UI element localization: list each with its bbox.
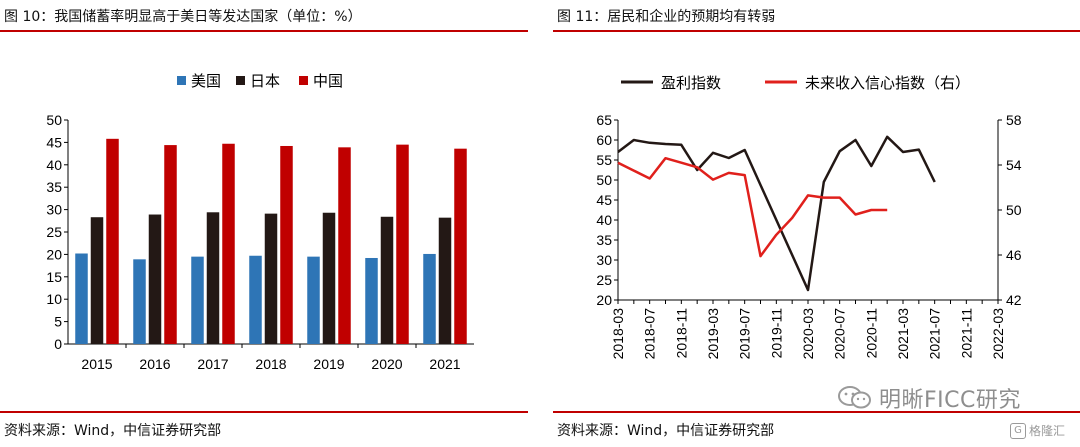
y-tick-label-4: 20	[46, 246, 62, 262]
series-line-0	[617, 135, 936, 292]
bar-日本-2019	[322, 212, 336, 344]
y-left-tick-label-9: 65	[596, 112, 612, 128]
y-right-tick-label-2: 50	[1006, 202, 1022, 218]
bar-日本-2021	[438, 217, 452, 344]
y-tick-label-10: 50	[46, 112, 62, 128]
watermark-text: 明晰FICC研究	[879, 388, 1021, 413]
x-tick-label-2020: 2020	[371, 356, 402, 372]
right-source-rule	[553, 411, 1080, 413]
y-left-tick-label-5: 45	[596, 192, 612, 208]
x-tick-label-2020-11: 2020-11	[863, 308, 879, 359]
wechat-logo-icon	[837, 385, 873, 411]
y-tick-label-9: 45	[46, 134, 62, 150]
legend-label-2: 中国	[313, 73, 343, 90]
x-tick-label-2021-03: 2021-03	[895, 308, 911, 360]
x-tick-label-2018: 2018	[255, 356, 286, 372]
x-tick-label-2019-07: 2019-07	[737, 308, 753, 360]
legend-swatch-2	[299, 76, 308, 85]
gelonghui-logo-icon: G	[1010, 422, 1026, 439]
x-tick-label-2020-03: 2020-03	[800, 308, 816, 360]
left-title-rule	[0, 30, 528, 32]
y-left-tick-label-2: 30	[596, 252, 612, 268]
bar-日本-2018	[264, 213, 278, 344]
expectation-line-chart: 盈利指数 未来收入信心指数（右） 20 25 30 35 40 45 50 55 60 65 42 46 5…	[596, 75, 1022, 360]
gelonghui-badge: G 格隆汇	[1010, 422, 1065, 439]
x-tick-label-2021-11: 2021-11	[958, 308, 974, 359]
bar-美国-2016	[133, 259, 146, 344]
bar-中国-2021	[454, 148, 467, 344]
y-tick-label-2: 10	[46, 291, 62, 307]
y-right-tick-label-0: 42	[1006, 292, 1022, 308]
y-right-tick-label-3: 54	[1006, 157, 1022, 173]
x-tick-label-2018-03: 2018-03	[610, 308, 626, 360]
bar-日本-2016	[148, 214, 162, 344]
legend-label-0: 美国	[191, 73, 221, 90]
right-figure-panel: 图 11：居民和企业的预期均有转弱 盈利指数 未来收入信心指数（右） 20 25 30 3…	[553, 0, 1080, 447]
bar-中国-2019	[338, 147, 351, 344]
x-tick-label-2018-07: 2018-07	[642, 308, 658, 360]
y-left-tick-label-3: 35	[596, 232, 612, 248]
left-figure-title: 图 10：我国储蓄率明显高于美日等发达国家（单位：%）	[4, 9, 362, 25]
y-left-tick-label-0: 20	[596, 292, 612, 308]
bar-中国-2017	[222, 143, 235, 344]
x-tick-label-2021-07: 2021-07	[927, 308, 943, 360]
y-tick-label-5: 25	[46, 224, 62, 240]
y-left-tick-label-4: 40	[596, 212, 612, 228]
bar-美国-2019	[307, 256, 320, 344]
y-tick-label-7: 35	[46, 179, 62, 195]
bar-美国-2017	[191, 256, 204, 344]
y-tick-label-0: 0	[54, 336, 62, 352]
x-tick-label-2019-03: 2019-03	[705, 308, 721, 360]
left-figure-source: 资料来源：Wind，中信证券研究部	[4, 423, 222, 439]
bar-美国-2015	[75, 253, 88, 344]
right-figure-title: 图 11：居民和企业的预期均有转弱	[557, 9, 776, 25]
legend-swatch-0	[177, 76, 186, 85]
bar-日本-2015	[90, 217, 104, 344]
y-left-tick-label-6: 50	[596, 172, 612, 188]
bar-中国-2015	[106, 138, 119, 344]
legend-label-1: 未来收入信心指数（右）	[805, 75, 970, 92]
badge-text: 格隆汇	[1029, 424, 1066, 438]
bar-中国-2020	[396, 144, 409, 344]
x-tick-label-2015: 2015	[81, 356, 112, 372]
bar-中国-2018	[280, 145, 293, 344]
y-left-tick-label-1: 25	[596, 272, 612, 288]
right-figure-source: 资料来源：Wind，中信证券研究部	[557, 423, 775, 439]
y-tick-label-8: 40	[46, 157, 62, 173]
series-line-1	[617, 156, 888, 258]
y-left-tick-label-7: 55	[596, 152, 612, 168]
x-tick-label-2016: 2016	[139, 356, 170, 372]
y-tick-label-1: 5	[54, 314, 62, 330]
right-title-rule	[553, 30, 1080, 32]
x-tick-label-2021: 2021	[429, 356, 460, 372]
wechat-watermark: 明晰FICC研究	[837, 383, 1021, 413]
legend-label-0: 盈利指数	[661, 75, 721, 92]
bar-日本-2017	[206, 212, 220, 344]
legend-swatch-1	[236, 76, 245, 85]
x-tick-label-2019: 2019	[313, 356, 344, 372]
left-figure-panel: 图 10：我国储蓄率明显高于美日等发达国家（单位：%） 美国 日本 中国 0 5 10 15…	[0, 0, 528, 447]
x-tick-label-2022-03: 2022-03	[990, 308, 1006, 360]
y-tick-label-6: 30	[46, 202, 62, 218]
left-source-rule	[0, 411, 528, 413]
x-tick-label-2020-07: 2020-07	[832, 308, 848, 360]
x-tick-label-2018-11: 2018-11	[673, 308, 689, 359]
bar-美国-2021	[423, 253, 436, 344]
y-left-tick-label-8: 60	[596, 132, 612, 148]
y-tick-label-3: 15	[46, 269, 62, 285]
y-right-tick-label-1: 46	[1006, 247, 1022, 263]
bar-美国-2018	[249, 255, 262, 344]
bar-中国-2016	[164, 145, 177, 344]
savings-rate-bar-chart: 美国 日本 中国 0 5 10 15 20 25 30 35 40 45 50 2015 2016 2017 20…	[46, 73, 474, 372]
bar-美国-2020	[365, 257, 378, 344]
x-tick-label-2019-11: 2019-11	[768, 308, 784, 359]
x-tick-label-2017: 2017	[197, 356, 228, 372]
y-right-tick-label-4: 58	[1006, 112, 1022, 128]
bar-日本-2020	[380, 216, 394, 344]
legend-label-1: 日本	[250, 73, 280, 90]
